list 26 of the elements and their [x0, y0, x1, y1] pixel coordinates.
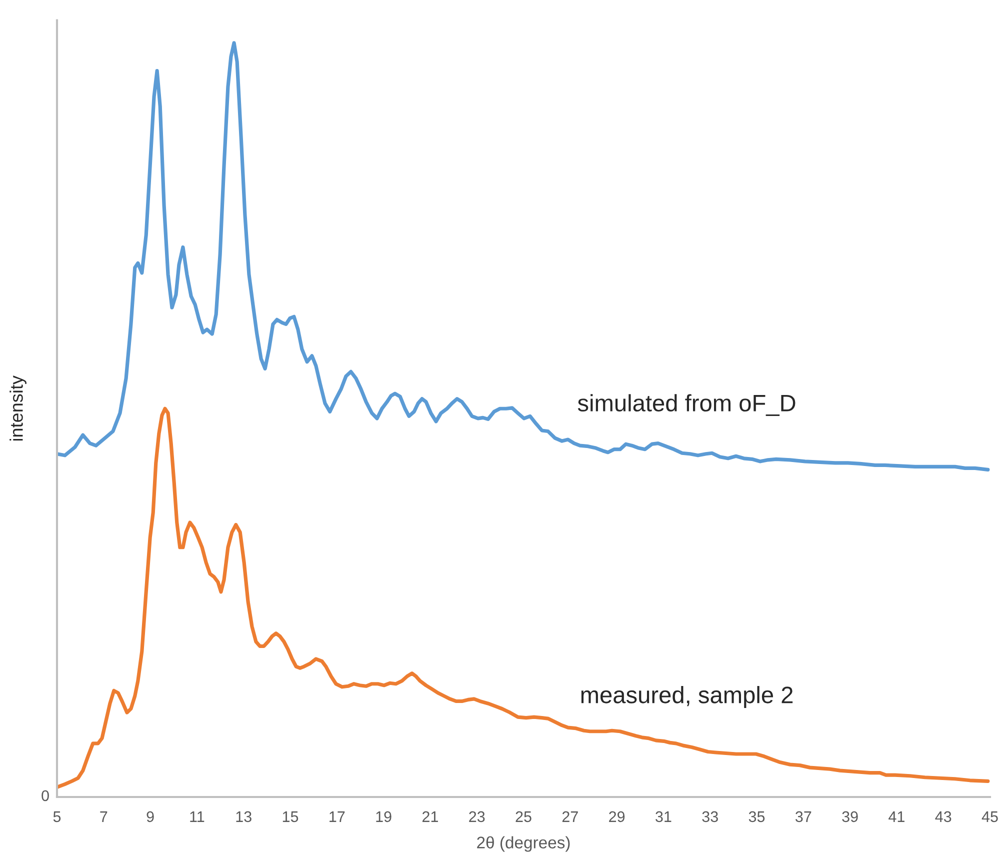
x-tick-label: 15 — [282, 811, 298, 822]
series-label: simulated from oF_D — [578, 394, 796, 416]
x-tick-label: 11 — [190, 811, 204, 822]
x-tick-label: 23 — [469, 811, 485, 822]
x-tick-label: 27 — [562, 811, 578, 822]
x-tick-label: 43 — [935, 811, 952, 822]
x-axis-title: 2θ (degrees) — [477, 836, 570, 852]
x-tick-label: 31 — [656, 811, 672, 822]
x-tick-label: 25 — [516, 811, 532, 822]
x-tick-label: 39 — [842, 811, 858, 822]
x-tick-label: 45 — [982, 811, 998, 822]
x-tick-label: 5 — [53, 811, 61, 822]
text: 0 — [42, 790, 49, 802]
series-label: measured, sample 2 — [581, 686, 793, 708]
x-tick-label: 21 — [422, 811, 438, 822]
x-tick-label: 37 — [795, 811, 812, 822]
x-tick-label: 7 — [100, 811, 108, 822]
x-tick-label: 19 — [376, 811, 392, 822]
x-tick-label: 17 — [330, 811, 345, 822]
x-tick-label: 35 — [748, 811, 765, 822]
y-axis-title: intensity — [10, 376, 26, 441]
x-tick-label: 29 — [609, 811, 625, 822]
x-tick-label: 41 — [888, 811, 904, 822]
x-tick-label: 33 — [702, 811, 718, 822]
x-tick-label: 13 — [236, 811, 252, 822]
x-tick-label: 9 — [146, 811, 154, 822]
